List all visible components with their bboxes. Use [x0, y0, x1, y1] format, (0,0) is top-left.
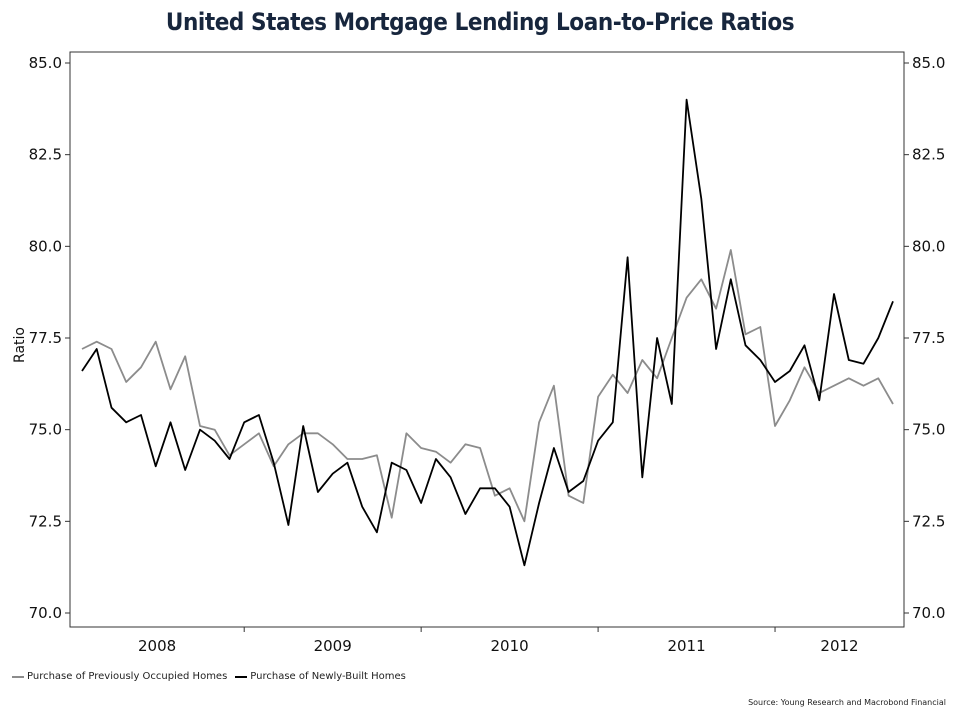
y-axis-title: Ratio — [12, 327, 28, 363]
right-y-axis: 70.0 72.5 75.0 77.5 80.0 82.5 85.0 — [904, 54, 945, 622]
y-tick-label-right-3: 77.5 — [912, 329, 945, 347]
legend-label-previously-occupied: Purchase of Previously Occupied Homes — [27, 671, 228, 682]
y-tick-label-right-4: 80.0 — [912, 237, 945, 255]
series-line-1 — [81, 98, 894, 567]
y-tick-label-right-1: 72.5 — [912, 512, 945, 530]
x-tick-label-2011: 2011 — [667, 637, 705, 655]
y-tick-label-left-4: 80.0 — [29, 237, 62, 255]
legend-swatch-previously-occupied — [12, 675, 24, 678]
y-tick-label-left-1: 72.5 — [29, 512, 62, 530]
x-axis: 2008 2009 2010 2011 2012 — [138, 627, 859, 655]
y-tick-label-left-0: 70.0 — [29, 604, 62, 622]
source-note: Source: Young Research and Macrobond Fin… — [748, 698, 946, 707]
legend-label-newly-built: Purchase of Newly-Built Homes — [250, 671, 406, 682]
y-tick-label-right-5: 82.5 — [912, 146, 945, 164]
legend-item-previously-occupied: Purchase of Previously Occupied Homes — [12, 671, 227, 682]
y-tick-label-left-2: 75.0 — [29, 421, 62, 439]
y-tick-label-left-6: 85.0 — [29, 54, 62, 72]
series-group — [81, 98, 894, 567]
chart-title: United States Mortgage Lending Loan-to-P… — [165, 8, 795, 36]
x-tick-label-2009: 2009 — [314, 637, 352, 655]
left-y-axis: 70.0 72.5 75.0 77.5 80.0 82.5 85.0 — [29, 54, 70, 622]
y-tick-label-right-6: 85.0 — [912, 54, 945, 72]
legend: Purchase of Previously Occupied Homes Pu… — [12, 671, 406, 682]
legend-swatch-newly-built — [235, 675, 248, 678]
y-tick-label-left-3: 77.5 — [29, 329, 62, 347]
x-tick-label-2008: 2008 — [138, 637, 176, 655]
y-tick-label-left-5: 82.5 — [29, 146, 62, 164]
y-tick-label-right-2: 75.0 — [912, 421, 945, 439]
legend-item-newly-built: Purchase of Newly-Built Homes — [235, 671, 406, 682]
x-tick-label-2010: 2010 — [491, 637, 529, 655]
x-tick-label-2012: 2012 — [820, 637, 858, 655]
y-tick-label-right-0: 70.0 — [912, 604, 945, 622]
plot-area-frame — [69, 51, 905, 628]
series-line-0 — [81, 249, 894, 523]
